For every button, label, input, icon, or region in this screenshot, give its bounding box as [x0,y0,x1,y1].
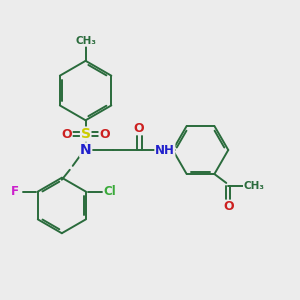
Text: O: O [99,128,110,141]
Text: Cl: Cl [103,185,116,198]
Text: CH₃: CH₃ [75,36,96,46]
Text: NH: NH [155,143,175,157]
Text: O: O [134,122,144,135]
Text: F: F [11,185,19,198]
Text: S: S [81,127,91,141]
Text: O: O [223,200,234,213]
Text: N: N [80,143,92,157]
Text: CH₃: CH₃ [244,181,265,191]
Text: O: O [61,128,72,141]
